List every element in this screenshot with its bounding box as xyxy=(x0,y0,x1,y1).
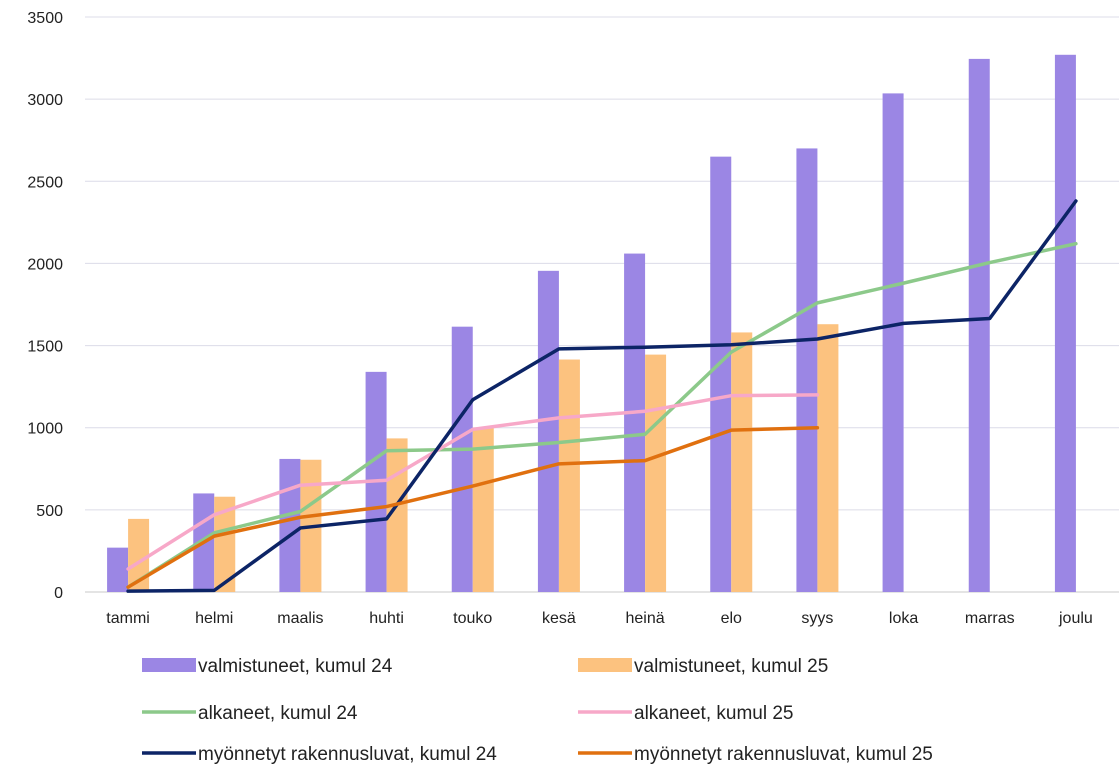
x-tick-label: touko xyxy=(453,610,492,627)
x-tick-label: elo xyxy=(721,610,742,627)
y-tick-label: 2000 xyxy=(27,256,63,273)
series-line xyxy=(126,199,1078,593)
bar xyxy=(107,547,129,592)
legend-label: myönnetyt rakennusluvat, kumul 25 xyxy=(634,744,933,765)
bar xyxy=(968,58,990,592)
bar xyxy=(537,270,559,592)
gridlines xyxy=(85,16,1119,593)
legend-label: alkaneet, kumul 24 xyxy=(198,703,358,724)
x-tick-label: marras xyxy=(965,610,1015,627)
legend-swatch xyxy=(578,658,632,672)
legend-label: alkaneet, kumul 25 xyxy=(634,703,794,724)
legend-label: valmistuneet, kumul 25 xyxy=(634,656,828,677)
bar xyxy=(472,427,494,592)
x-tick-label: kesä xyxy=(542,610,576,627)
legend-label: valmistuneet, kumul 24 xyxy=(198,656,393,677)
x-tick-label: syys xyxy=(801,610,833,627)
legend: valmistuneet, kumul 24 valmistuneet, kumu… xyxy=(142,656,933,765)
y-axis-tick-labels: 0 500 1000 1500 2000 2500 3000 3500 xyxy=(27,10,63,602)
x-tick-label: loka xyxy=(889,610,918,627)
bar xyxy=(279,458,301,592)
y-tick-label: 1500 xyxy=(27,339,63,356)
bar xyxy=(817,324,839,592)
y-tick-label: 3500 xyxy=(27,10,63,27)
bar xyxy=(451,326,473,592)
bar xyxy=(731,332,753,592)
series-line xyxy=(126,425,820,589)
legend-swatch xyxy=(142,658,196,672)
x-axis-tick-labels: tammi helmi maalis huhti touko kesä heinä elo sy… xyxy=(106,610,1093,627)
bar xyxy=(128,518,150,592)
bar xyxy=(645,354,667,592)
bar xyxy=(558,359,580,592)
y-tick-label: 500 xyxy=(36,503,63,520)
x-tick-label: maalis xyxy=(277,610,323,627)
legend-label: myönnetyt rakennusluvat, kumul 24 xyxy=(198,744,497,765)
bar xyxy=(710,156,732,592)
y-tick-label: 1000 xyxy=(27,421,63,438)
bars xyxy=(107,54,1076,593)
x-tick-label: helmi xyxy=(195,610,233,627)
x-tick-label: tammi xyxy=(106,610,150,627)
bar xyxy=(796,148,818,592)
x-tick-label: heinä xyxy=(626,610,665,627)
x-tick-label: joulu xyxy=(1058,610,1093,627)
series-line xyxy=(126,393,820,571)
bar xyxy=(882,93,904,593)
y-tick-label: 3000 xyxy=(27,92,63,109)
y-tick-label: 0 xyxy=(54,585,63,602)
bar xyxy=(214,496,236,592)
lines xyxy=(126,199,1078,593)
x-tick-label: huhti xyxy=(369,610,404,627)
bar xyxy=(624,253,646,593)
series-line xyxy=(126,241,1078,589)
y-tick-label: 2500 xyxy=(27,174,63,191)
bar xyxy=(1054,54,1076,593)
